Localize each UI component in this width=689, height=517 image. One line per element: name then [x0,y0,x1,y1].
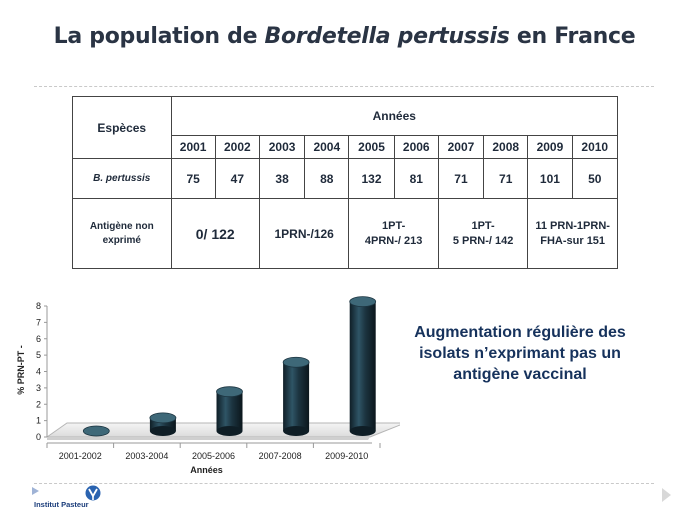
antigen-group-2001-2002: 0/ 122 [170,198,260,269]
count-cell: 132 [348,158,395,199]
bar-2005-2006 [216,386,243,436]
bar-cap [82,425,110,437]
bar-cap [216,386,243,398]
antigen-group-2003-2004: 1PRN-/126 [258,198,350,269]
antigen-group-line2: FHA-sur 151 [540,234,606,247]
year-cell: 2002 [214,135,260,159]
antigen-group-line1: 1PT- [382,219,406,232]
y-axis-title: % PRN-PT - [16,345,26,395]
bar-2009-2010 [349,296,377,436]
bar-body [216,391,243,431]
especes-header: Espèces [72,96,172,159]
species-row: B. pertussis 75 47 38 88 132 81 71 71 10… [72,158,619,199]
logo-text: Institut Pasteur [34,500,89,509]
antigen-group-text: 0/ 122 [195,225,235,242]
chart-floor-edge [47,437,370,440]
antigen-label-line1: Antigène non [89,221,154,232]
count-cell: 81 [393,158,439,199]
year-cell: 2006 [393,135,439,159]
bar-body [349,301,376,431]
years-row: 2001 2002 2003 2004 2005 2006 2007 2008 … [73,135,619,159]
next-slide-arrow-icon[interactable] [660,484,674,506]
antigen-group-line2: 4PRN-/ 213 [364,234,423,247]
bar-2003-2004 [149,412,177,436]
count-cell: 101 [527,158,573,199]
antigen-group-line1: 11 PRN-1PRN- [535,219,610,232]
y-tick-label: 1 [36,416,41,426]
count-cell: 47 [214,158,260,199]
bottom-divider [34,483,654,484]
bar-body [283,362,310,431]
y-tick-label: 5 [36,350,41,360]
antigen-label: Antigène non exprimé [72,198,172,269]
x-axis-title: Années [190,465,223,475]
year-cell: 2008 [483,135,529,159]
bar-base [349,426,376,436]
count-cell: 88 [304,158,350,199]
year-cell: 2005 [348,135,395,159]
bar-cap [349,296,377,308]
slide-title: La population de Bordetella pertussis en… [0,24,689,49]
count-cell: 71 [437,158,485,199]
y-tick-label: 6 [36,334,41,344]
bar-cap [282,356,310,368]
antigen-group-line2: 5 PRN-/ 142 [452,234,514,247]
x-tick-label: 2003-2004 [125,451,168,461]
table-header-row: Espèces Années [72,96,619,159]
year-cell: 2009 [527,135,573,159]
chart-bars [82,296,377,437]
annotation-text: Augmentation régulière des isolats n’exp… [400,322,640,385]
x-tick-label: 2001-2002 [59,451,102,461]
x-tick-label: 2005-2006 [192,451,235,461]
year-cell: 2003 [258,135,306,159]
x-tick-label: 2009-2010 [325,451,368,461]
antigen-row: Antigène non exprimé 0/ 122 1PRN-/126 1PT… [72,198,618,269]
y-tick-label: 2 [36,399,41,409]
bar-base [283,426,310,436]
count-cell: 38 [258,158,306,199]
y-tick-label: 8 [36,301,41,311]
year-cell: 2010 [571,135,619,159]
population-table: Espèces Années 2001 2002 2003 2004 2005 … [72,96,619,269]
count-cell: 71 [483,158,529,199]
antigen-group-2007-2008: 1PT- 5 PRN-/ 142 [437,198,529,269]
title-species: Bordetella pertussis [264,24,510,49]
annotation-line1: Augmentation régulière des [414,324,626,341]
year-cell: 2007 [437,135,485,159]
year-cell: 2001 [170,135,216,159]
annees-header: Années [170,96,619,136]
annotation-line3: antigène vaccinal [453,366,587,383]
prn-pt-bar-chart: 0 1 2 3 4 5 6 7 8 2001-2002 2003-2004 2005-2006 2007… [16,296,400,475]
count-cell: 50 [571,158,619,199]
y-tick-label: 0 [36,432,41,442]
annotation-line2: isolats n’exprimant pas un [419,345,621,362]
antigen-group-2009-2010: 11 PRN-1PRN- FHA-sur 151 [527,198,618,269]
species-label: B. pertussis [72,158,172,199]
antigen-group-text: 1PRN-/126 [274,226,334,241]
antigen-group-line1: 1PT- [471,219,495,232]
bar-2001-2002 [82,425,110,437]
year-cell: 2004 [304,135,350,159]
chart-labels: 0 1 2 3 4 5 6 7 8 2001-2002 2003-2004 2005-2006 2007… [16,301,368,475]
y-tick-label: 4 [36,367,41,377]
bar-base [216,426,243,436]
institut-pasteur-logo [32,485,101,501]
antigen-group-2005-2006: 1PT- 4PRN-/ 213 [348,198,439,269]
bar-cap [149,412,177,424]
title-part-2: en France [509,24,636,49]
count-cell: 75 [170,158,216,199]
y-tick-label: 7 [36,317,41,327]
bar-2007-2008 [282,356,310,436]
bar-base [149,426,176,436]
top-divider [34,86,654,87]
title-part-1: La population de [53,24,265,49]
y-tick-label: 3 [36,383,41,393]
antigen-label-line2: exprimé [102,234,141,246]
x-tick-label: 2007-2008 [259,451,302,461]
